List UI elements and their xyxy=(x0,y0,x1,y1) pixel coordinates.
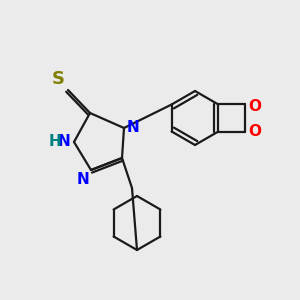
Text: S: S xyxy=(52,70,65,88)
Text: N: N xyxy=(127,121,140,136)
Text: H: H xyxy=(48,134,61,149)
Text: N: N xyxy=(76,172,89,187)
Text: O: O xyxy=(248,124,261,139)
Text: O: O xyxy=(248,99,261,114)
Text: N: N xyxy=(57,134,70,149)
